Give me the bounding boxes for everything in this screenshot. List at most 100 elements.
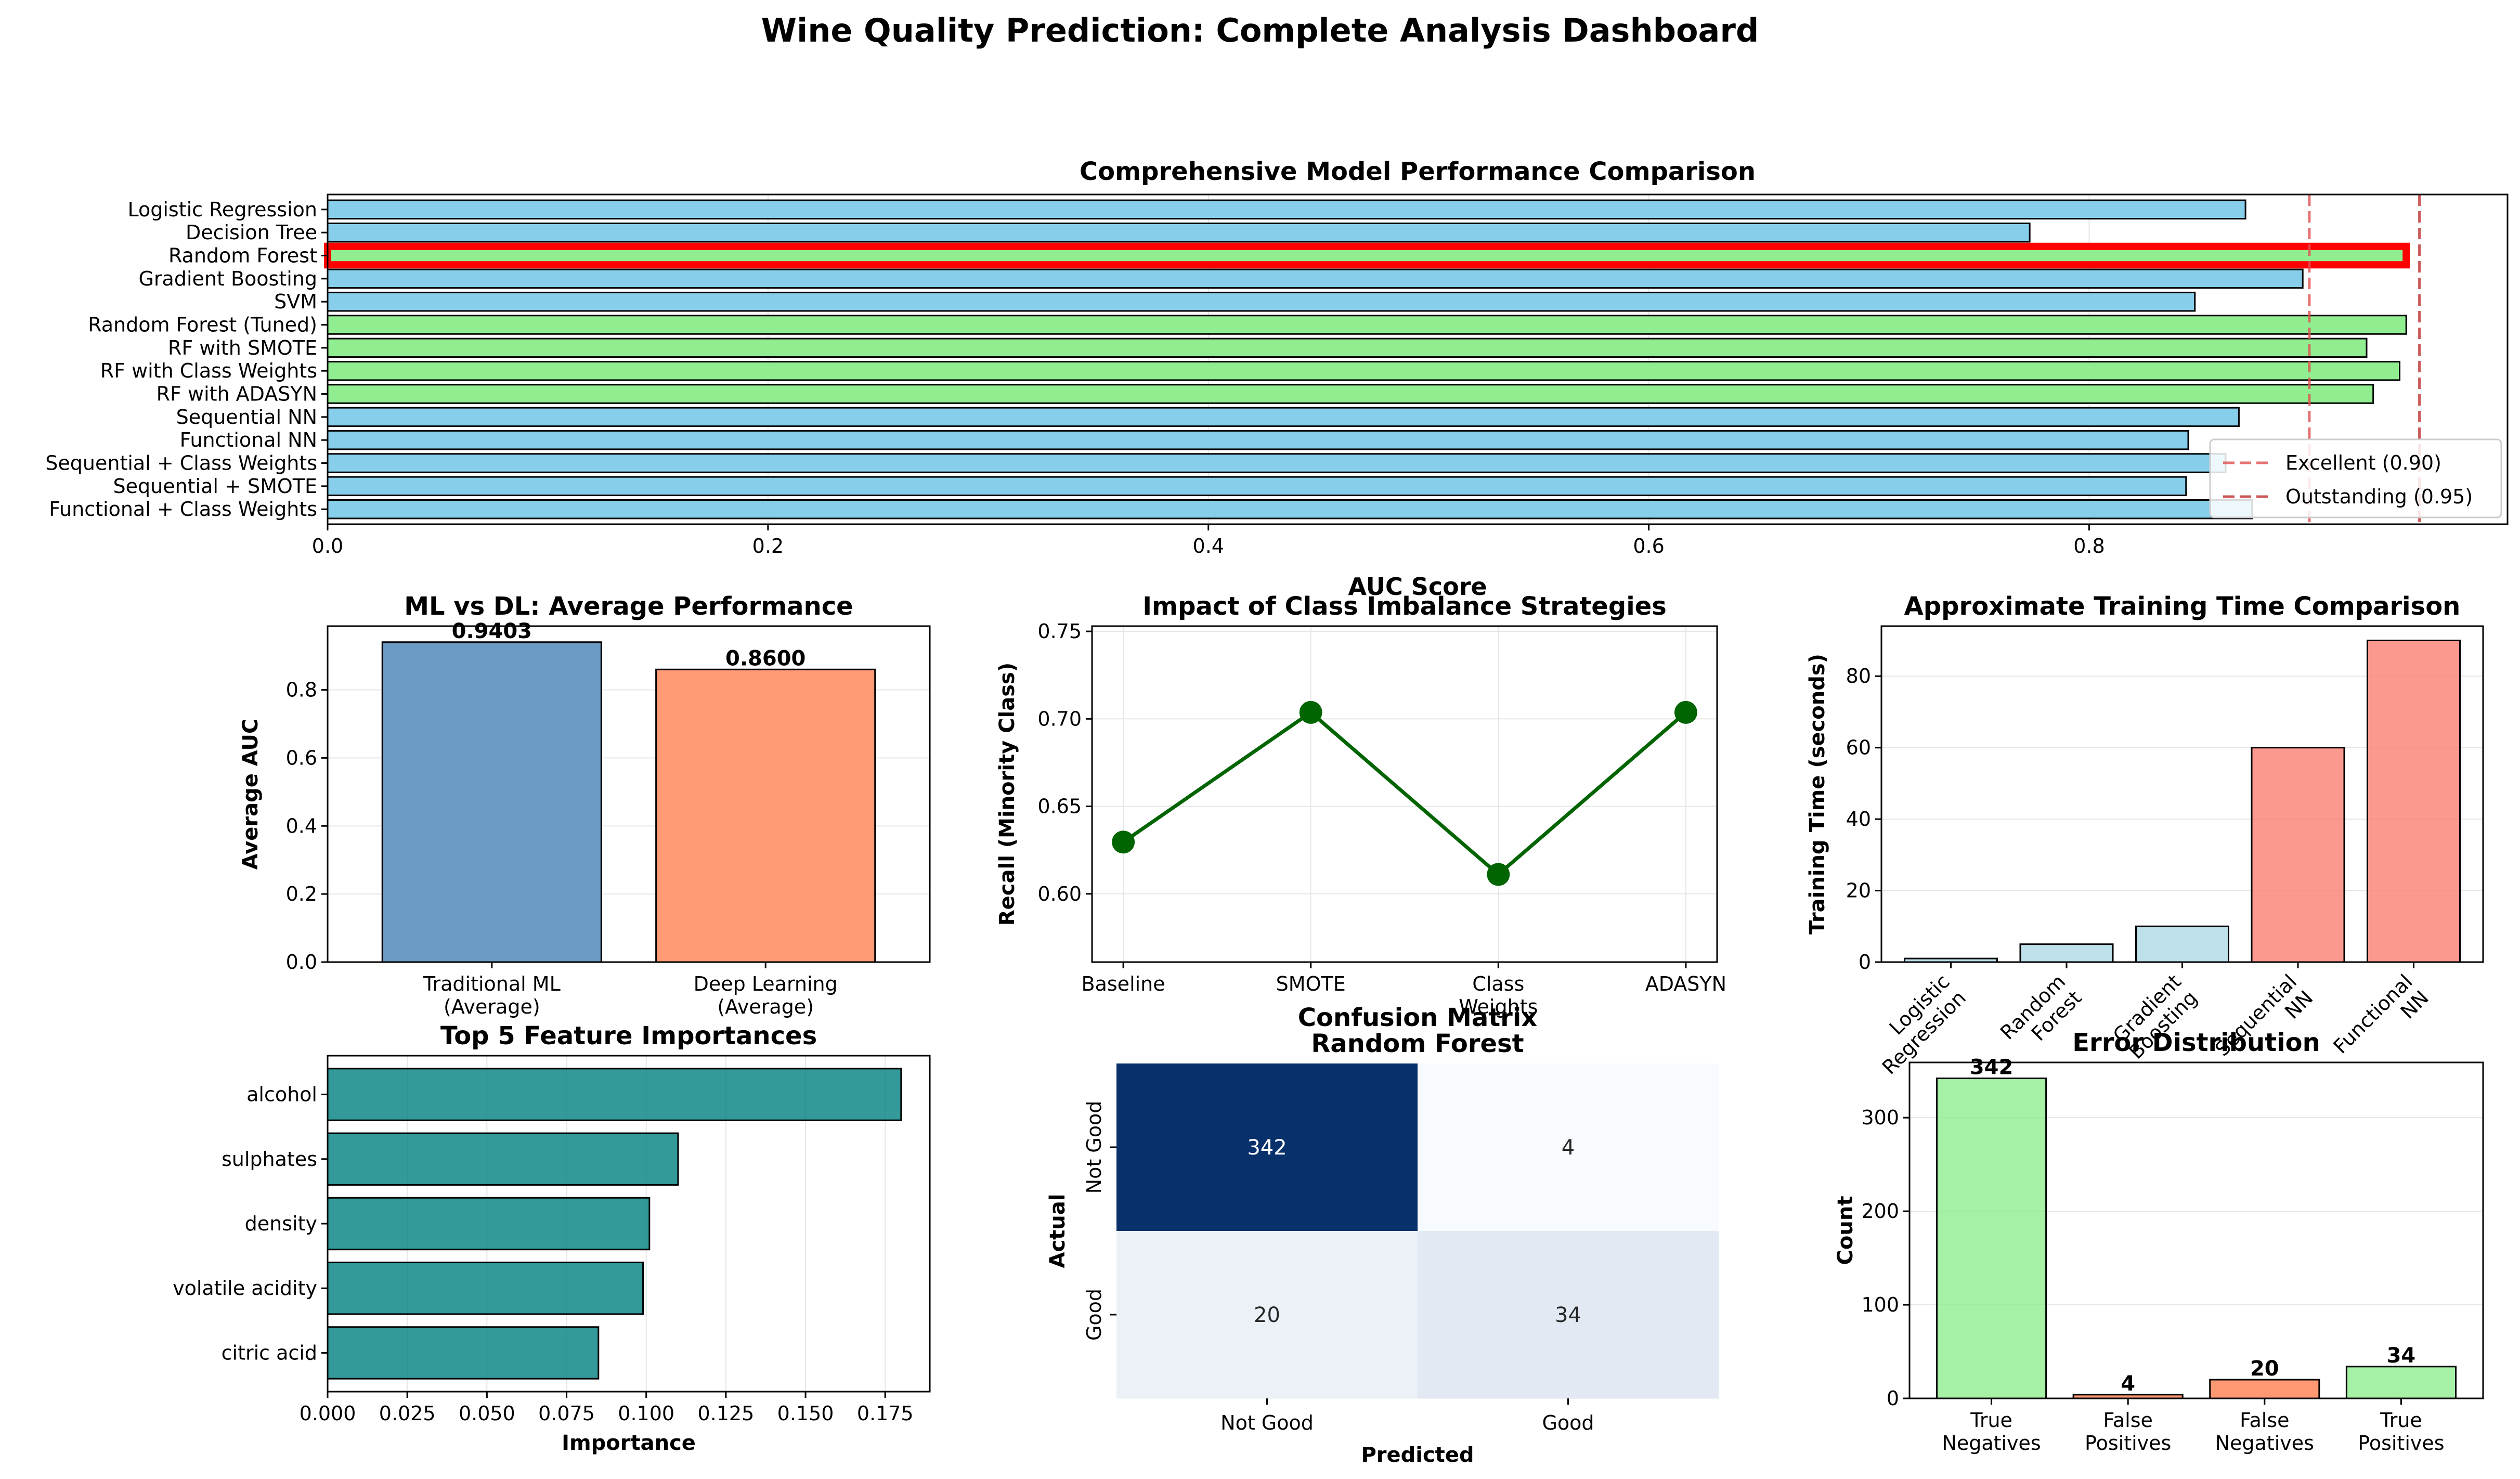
legend-label: Outstanding (0.95) [2285, 485, 2473, 508]
x-tick-label-line: Class [1472, 972, 1524, 995]
y-tick-label: 0.8 [286, 679, 317, 702]
y-tick-label: 200 [1861, 1200, 1899, 1223]
chart-title: Approximate Training Time Comparison [1904, 592, 2461, 621]
value-label: 342 [1970, 1056, 2014, 1080]
x-axis-label: AUC Score [1348, 573, 1487, 601]
x-tick-label: Class Weights [1459, 972, 1538, 1018]
y-axis-label: Recall (Minority Class) [995, 663, 1019, 926]
recall-point [1674, 700, 1697, 724]
x-tick-label-line: ADASYN [1645, 972, 1726, 995]
cell-value: 34 [1555, 1303, 1581, 1327]
bar [1904, 958, 1997, 962]
chart-title-line: Random Forest [1311, 1029, 1524, 1058]
x-tick-label: SMOTE [1276, 972, 1346, 995]
bar [2073, 1394, 2183, 1398]
heatmap-cell [1116, 1063, 1418, 1231]
x-tick-label-line: True [1970, 1409, 2012, 1432]
bar [2252, 747, 2344, 962]
x-tick-label-line: (Average) [444, 995, 540, 1018]
y-tick-label: 0.60 [1037, 883, 1082, 905]
model-label: RF with ADASYN [157, 383, 317, 406]
value-label: 0.8600 [725, 646, 806, 670]
feature-label: citric acid [222, 1341, 317, 1364]
importance-bar [328, 1133, 678, 1185]
x-tick-label: SequentialNN [2211, 970, 2317, 1076]
model-bar [327, 476, 2187, 497]
x-tick-label-line: Baseline [1082, 972, 1165, 995]
heatmap-cell [1418, 1063, 1719, 1231]
dashboard-title: Wine Quality Prediction: Complete Analys… [761, 11, 1759, 49]
x-tick-label: 0.6 [1633, 535, 1664, 557]
plot-frame [1880, 625, 2484, 963]
feature-label: sulphates [222, 1148, 317, 1171]
y-tick-label: 0.6 [286, 746, 317, 769]
x-tick-label: Deep Learning (Average) [694, 972, 838, 1018]
chart-title: Top 5 Feature Importances [440, 1021, 817, 1050]
x-tick-label-line: False [2240, 1409, 2289, 1432]
y-axis-label: Training Time (seconds) [1805, 654, 1829, 935]
model-bar [327, 268, 2304, 289]
x-tick-label: FunctionalNN [2329, 970, 2433, 1074]
x-tick-label-line: False [2103, 1409, 2152, 1432]
plot-frame [327, 625, 931, 963]
model-bar [327, 360, 2401, 381]
x-tick-label: Traditional ML (Average) [423, 972, 561, 1018]
x-tick-label-line: True [2380, 1409, 2422, 1432]
importance-bar [328, 1262, 643, 1314]
importance-bar [328, 1327, 599, 1379]
chart-title: Confusion Matrix Random Forest [1298, 1003, 1538, 1058]
x-axis-label: Predicted [1361, 1443, 1474, 1467]
model-bar [327, 222, 2031, 243]
value-label: 0.9403 [452, 619, 532, 643]
model-label: RF with Class Weights [100, 359, 317, 382]
model-bar [327, 499, 2253, 520]
x-tick-label-line: Positives [2085, 1432, 2171, 1455]
x-tick-label: 0.0 [312, 535, 343, 557]
legend-label: Excellent (0.90) [2285, 451, 2441, 474]
y-axis-label: Count [1834, 1196, 1857, 1265]
bar [2367, 640, 2460, 962]
cell-value: 342 [1247, 1136, 1287, 1160]
bar [656, 669, 875, 962]
y-tick-label: 300 [1861, 1106, 1899, 1129]
plot-frame [1908, 1061, 2484, 1399]
x-tick-label: 0.2 [752, 535, 784, 557]
model-label: Logistic Regression [127, 198, 317, 221]
y-tick-label: 0.70 [1037, 707, 1082, 730]
bar [2136, 926, 2229, 962]
heatmap-cell [1116, 1231, 1418, 1399]
x-tick-label: 0.000 [300, 1402, 356, 1425]
x-tick-label-line: SMOTE [1276, 972, 1346, 995]
x-tick-label-line: (Average) [717, 995, 814, 1018]
x-tick-label: 0.150 [777, 1402, 834, 1425]
cell-value: 4 [1562, 1136, 1575, 1160]
model-label: Sequential + Class Weights [45, 452, 317, 475]
feature-label: density [245, 1212, 317, 1235]
bar [1937, 1078, 2046, 1398]
y-tick-label: 0.4 [286, 814, 317, 837]
x-tick-label: 0.8 [2073, 535, 2105, 557]
plot-frame [327, 193, 2509, 525]
y-tick-label: Good [1083, 1289, 1106, 1341]
heatmap-cell [1418, 1231, 1719, 1399]
x-tick-label: 0.100 [618, 1402, 674, 1425]
legend-box [2209, 438, 2502, 518]
y-tick-label: 100 [1861, 1293, 1899, 1316]
y-tick-label: 40 [1846, 808, 1871, 831]
x-tick-label: Good [1542, 1411, 1594, 1434]
chart-title: Impact of Class Imbalance Strategies [1142, 592, 1667, 621]
y-axis-label: Average AUC [239, 719, 263, 870]
chart-title: Comprehensive Model Performance Comparis… [1080, 157, 1756, 186]
model-bar [324, 242, 2410, 269]
x-tick-label: 0.4 [1193, 535, 1224, 557]
plot-frame [327, 1055, 931, 1393]
model-label: Random Forest [168, 244, 317, 267]
recall-point [1299, 700, 1322, 724]
x-tick-label: False Positives [2085, 1409, 2171, 1455]
cell-value: 20 [1254, 1303, 1280, 1327]
x-tick-label: True Positives [2358, 1409, 2444, 1455]
x-tick-label-line: Negatives [2215, 1432, 2314, 1455]
model-label: Functional + Class Weights [49, 498, 317, 521]
importance-bar [328, 1068, 901, 1121]
